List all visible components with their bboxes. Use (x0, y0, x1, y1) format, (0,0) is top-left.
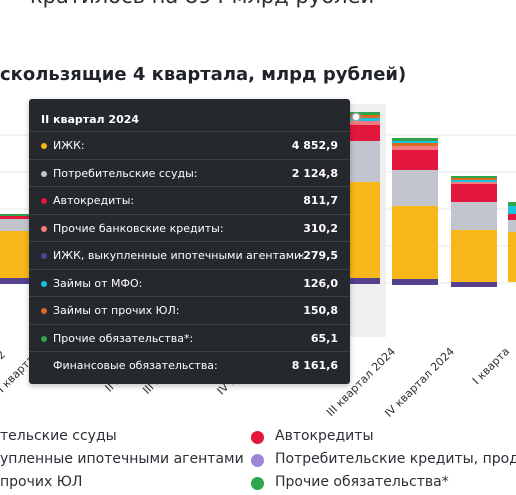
tooltip-row: Потребительские ссуды: 2 124,8 (29, 158, 350, 187)
tooltip-row-label: Прочие обязательства*: (53, 331, 194, 345)
bar-2-bar-segment-прочие-обязательства (392, 138, 438, 141)
bar-2-bar-segment-ижк (392, 206, 438, 279)
bar-0-bar-segment-ижк (0, 231, 29, 278)
bar-2-bar-segment-автокредиты (392, 150, 438, 170)
series-color-dot (41, 170, 47, 177)
bar-0-bar-segment-потребительские-ссуды (0, 219, 29, 231)
tooltip-row-value: 65,1 (310, 331, 338, 345)
chart-title: кратилось на 894 млрд рублей (30, 0, 450, 8)
bar-0-bar-segment-прочие-обязательства (0, 214, 29, 216)
bar-3-bar-segment-прочие-банковские-кредиты (451, 182, 497, 184)
legend-item-label[interactable]: Потребительские кредиты, продан (275, 451, 516, 467)
tooltip-row-value: 4 852,9 (291, 139, 338, 152)
tooltip-row-value: 2 124,8 (291, 166, 338, 180)
tooltip-row-label: Потребительские ссуды: (53, 166, 198, 180)
hover-point-marker (351, 112, 361, 122)
tooltip-row-value: 150,8 (303, 304, 338, 317)
series-color-dot (41, 308, 47, 314)
tooltip-row-value: 126,0 (303, 276, 338, 290)
bar-0-bar-segment-автокредиты (0, 216, 29, 219)
bar-0-bar-segment-ижк-выкупленные-ипотечными-агентами (0, 278, 29, 284)
series-color-dot (41, 225, 47, 232)
series-color-dot (41, 280, 47, 287)
legend-color-dot (251, 431, 264, 444)
tooltip-row-label: ИЖК: (53, 139, 85, 152)
bar-2-bar-segment-потребительские-ссуды (392, 170, 438, 206)
series-color-dot (41, 198, 47, 204)
tooltip-total-value: 8 161,6 (291, 359, 338, 372)
legend-item-label[interactable]: Прочие обязательства* (275, 474, 449, 490)
legend-item-label[interactable]: прочих ЮЛ (0, 474, 83, 490)
bar-3-bar-segment-займы-от-мфо (451, 180, 497, 182)
tooltip-row-label: ИЖК, выкупленные ипотечными агентами: (53, 249, 305, 262)
chart-tooltip: II квартал 2024 ИЖК: 4 852,9 Потребительск… (29, 99, 350, 384)
bar-4-bar-segment-займы-от-мфо (508, 206, 516, 214)
tooltip-row-label: Займы от прочих ЮЛ: (53, 304, 180, 317)
x-tick-label: I кварта (470, 345, 512, 387)
tooltip-row: Автокредиты: 811,7 (29, 186, 350, 214)
legend-item-label[interactable]: упленные ипотечными агентами (0, 451, 244, 467)
tooltip-row-label: Автокредиты: (53, 194, 135, 207)
legend-color-dot (251, 454, 264, 467)
series-color-dot (41, 253, 47, 259)
bar-2-bar-segment-займы-от-прочих-юл (392, 143, 438, 146)
bar-3-bar-segment-ижк (451, 230, 497, 282)
bar-2-bar-segment-займы-от-мфо (392, 141, 438, 143)
bar-3-bar-segment-ижк-выкупленные-ипотечными-агентами (451, 282, 497, 287)
chart-subtitle: скользящие 4 квартала, млрд рублей) (0, 64, 407, 85)
legend-item-label[interactable]: Автокредиты (275, 428, 374, 444)
tooltip-row-value: -279,5 (298, 249, 338, 262)
tooltip-total-row: Финансовые обязательства: 8 161,6 (29, 351, 350, 379)
tooltip-header: II квартал 2024 (41, 113, 140, 126)
series-color-dot (41, 335, 47, 342)
bar-3-bar-segment-прочие-обязательства (451, 176, 497, 178)
bar-4-bar-segment-автокредиты (508, 214, 516, 220)
bar-4-bar-segment-ижк (508, 232, 516, 282)
tooltip-row: ИЖК: 4 852,9 (29, 131, 350, 159)
bar-1-bar-segment-прочие-банковские-кредиты (334, 121, 380, 125)
tooltip-row: Займы от МФО: 126,0 (29, 268, 350, 297)
bar-4-bar-segment-прочие-обязательства (508, 202, 516, 206)
tooltip-row: ИЖК, выкупленные ипотечными агентами: -27… (29, 241, 350, 269)
tooltip-total-label: Финансовые обязательства: (53, 359, 218, 372)
tooltip-row-value: 310,2 (303, 221, 338, 235)
tooltip-row: Прочие обязательства*: 65,1 (29, 323, 350, 352)
series-color-dot (41, 143, 47, 149)
bar-4-bar-segment-потребительские-ссуды (508, 220, 516, 232)
bar-3-bar-segment-потребительские-ссуды (451, 202, 497, 230)
bar-3-bar-segment-займы-от-прочих-юл (451, 178, 497, 180)
x-tick-label: 2 (0, 348, 8, 362)
bar-2-bar-segment-прочие-банковские-кредиты (392, 146, 438, 150)
tooltip-row: Прочие банковские кредиты: 310,2 (29, 213, 350, 242)
legend-item-label[interactable]: тельские ссуды (0, 428, 117, 444)
tooltip-row-value: 811,7 (303, 194, 338, 207)
tooltip-row-label: Займы от МФО: (53, 276, 143, 290)
bar-3-bar-segment-автокредиты (451, 184, 497, 202)
bar-1-bar-segment-ижк-выкупленные-ипотечными-агентами (334, 278, 380, 284)
bar-2-bar-segment-ижк-выкупленные-ипотечными-агентами (392, 279, 438, 285)
tooltip-row: Займы от прочих ЮЛ: 150,8 (29, 296, 350, 324)
tooltip-row-label: Прочие банковские кредиты: (53, 221, 224, 235)
legend-color-dot (251, 477, 264, 490)
